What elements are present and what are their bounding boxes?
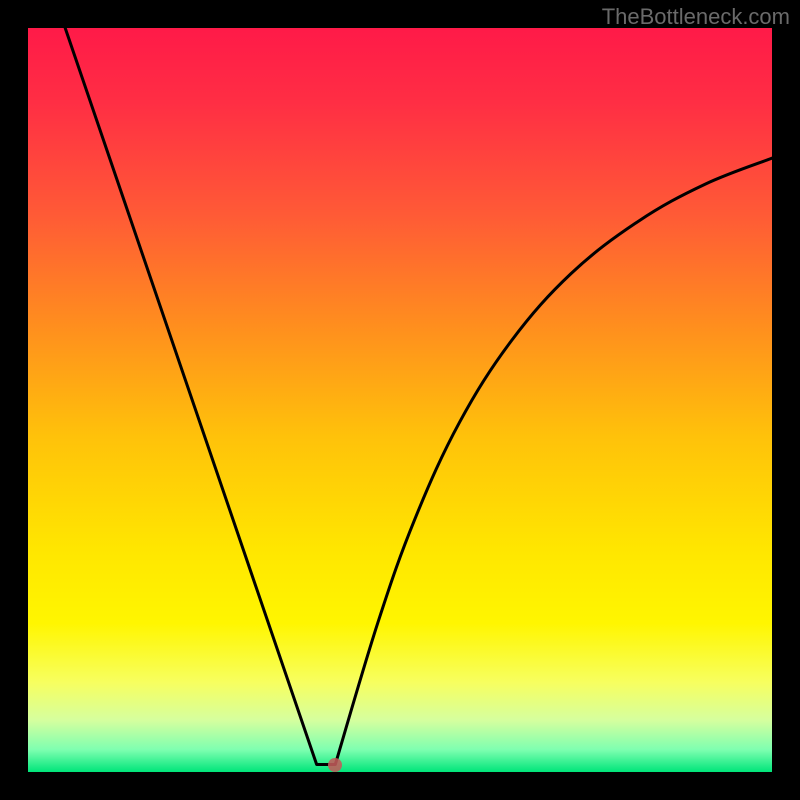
plot-area xyxy=(28,28,772,772)
chart-canvas: TheBottleneck.com xyxy=(0,0,800,800)
bottleneck-curve xyxy=(65,28,772,765)
watermark-text: TheBottleneck.com xyxy=(602,4,790,30)
minimum-marker xyxy=(328,758,342,772)
curve-svg xyxy=(28,28,772,772)
